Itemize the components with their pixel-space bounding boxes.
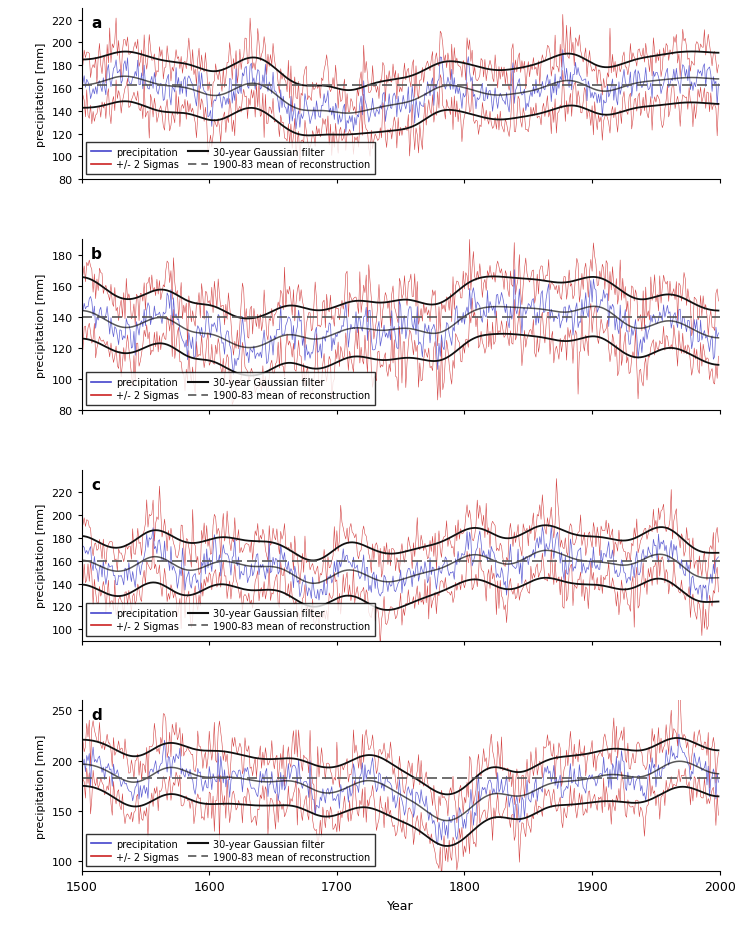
Text: a: a <box>91 16 102 32</box>
Y-axis label: precipitation [mm]: precipitation [mm] <box>36 273 46 377</box>
Y-axis label: precipitation [mm]: precipitation [mm] <box>36 503 46 608</box>
Text: d: d <box>91 707 102 722</box>
Text: b: b <box>91 247 102 261</box>
X-axis label: Year: Year <box>387 899 414 912</box>
Legend: precipitation, +/- 2 Sigmas, 30-year Gaussian filter, 1900-83 mean of reconstruc: precipitation, +/- 2 Sigmas, 30-year Gau… <box>87 373 375 406</box>
Text: c: c <box>91 477 100 492</box>
Y-axis label: precipitation [mm]: precipitation [mm] <box>36 734 46 838</box>
Y-axis label: precipitation [mm]: precipitation [mm] <box>36 43 46 146</box>
Legend: precipitation, +/- 2 Sigmas, 30-year Gaussian filter, 1900-83 mean of reconstruc: precipitation, +/- 2 Sigmas, 30-year Gau… <box>87 603 375 636</box>
Legend: precipitation, +/- 2 Sigmas, 30-year Gaussian filter, 1900-83 mean of reconstruc: precipitation, +/- 2 Sigmas, 30-year Gau… <box>87 143 375 175</box>
Legend: precipitation, +/- 2 Sigmas, 30-year Gaussian filter, 1900-83 mean of reconstruc: precipitation, +/- 2 Sigmas, 30-year Gau… <box>87 834 375 867</box>
